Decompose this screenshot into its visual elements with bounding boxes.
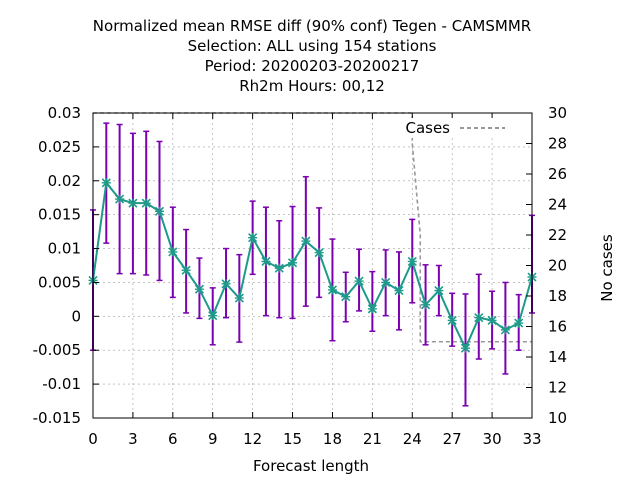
title-line-2: Selection: ALL using 154 stations (188, 37, 437, 55)
data-point (261, 256, 271, 266)
data-point (314, 248, 324, 258)
legend-background (396, 118, 521, 138)
data-point (101, 178, 111, 188)
grid-layer (93, 113, 532, 418)
y2-axis-label: No cases (598, 234, 616, 302)
data-point (394, 286, 404, 296)
data-point (248, 233, 258, 243)
data-point (421, 300, 431, 310)
data-point (381, 277, 391, 288)
y2-tick-label: 16 (548, 318, 567, 336)
data-point (354, 276, 364, 286)
x-tick-label: 18 (323, 430, 342, 448)
y-tick-label: 0.03 (48, 104, 81, 122)
x-tick-label: 12 (243, 430, 262, 448)
data-point (341, 292, 351, 302)
data-point (474, 313, 484, 323)
data-point (447, 315, 457, 325)
x-tick-label: 30 (483, 430, 502, 448)
x-tick-label: 21 (363, 430, 382, 448)
title-line-3: Period: 20200203-20200217 (205, 57, 420, 75)
line-layer (88, 178, 537, 353)
y-tick-label: 0.02 (48, 172, 81, 190)
data-point (287, 258, 298, 268)
data-point (514, 318, 524, 328)
y2-tick-label: 12 (548, 379, 567, 397)
data-point (234, 293, 244, 303)
y-tick-label: 0.015 (38, 206, 81, 224)
data-point (115, 194, 125, 204)
data-point (301, 236, 311, 246)
y-tick-label: 0.005 (38, 273, 81, 291)
x-tick-label: 6 (168, 430, 178, 448)
y2-tick-label: 22 (548, 226, 567, 244)
x-tick-label: 15 (283, 430, 302, 448)
y2-tick-label: 28 (548, 135, 567, 153)
y-tick-label: 0 (71, 307, 81, 325)
data-point (327, 285, 338, 295)
title-line-1: Normalized mean RMSE diff (90% conf) Teg… (93, 17, 531, 35)
y-tick-label: 0.025 (38, 138, 81, 156)
data-point (274, 263, 284, 273)
y-tick-label: -0.005 (33, 341, 81, 359)
y-tick-label: -0.015 (33, 409, 81, 427)
x-tick-label: 27 (443, 430, 462, 448)
x-tick-label: 9 (208, 430, 218, 448)
y-tick-label: 0.01 (48, 240, 81, 258)
x-axis-label: Forecast length (253, 457, 369, 475)
y2-tick-label: 18 (548, 287, 567, 305)
x-tick-label: 24 (403, 430, 422, 448)
data-point (500, 325, 510, 335)
data-point (128, 198, 138, 208)
y2-tick-label: 30 (548, 104, 567, 122)
data-point (208, 311, 218, 321)
y2-tick-label: 24 (548, 196, 567, 214)
y-tick-label: -0.01 (42, 375, 81, 393)
legend: Cases (396, 118, 521, 138)
data-point (434, 286, 444, 296)
mean-diff-line (92, 180, 533, 351)
data-point (181, 265, 191, 275)
x-tick-label: 0 (88, 430, 98, 448)
errorbar-layer (90, 122, 535, 407)
x-tick-label: 33 (522, 430, 541, 448)
y2-tick-label: 14 (548, 348, 567, 366)
data-point (407, 256, 417, 266)
data-point (487, 315, 497, 325)
ticks-layer: 0 3 6 9 12 15 18 21 24 27 30 33 -0.015 -0.01 -0.005 0 0.… (33, 104, 567, 448)
data-point (154, 206, 165, 216)
y2-tick-label: 26 (548, 165, 567, 183)
data-point (221, 279, 231, 289)
title-line-4: Rh2m Hours: 00,12 (239, 77, 385, 95)
data-point (460, 343, 471, 353)
data-point (141, 198, 151, 208)
x-tick-label: 3 (128, 430, 138, 448)
y2-tick-label: 20 (548, 257, 567, 275)
chart-title: Normalized mean RMSE diff (90% conf) Teg… (93, 17, 531, 95)
data-point (367, 304, 377, 314)
data-point (194, 284, 204, 294)
y2-tick-label: 10 (548, 409, 567, 427)
data-point (168, 247, 178, 257)
legend-label-cases: Cases (405, 119, 450, 137)
